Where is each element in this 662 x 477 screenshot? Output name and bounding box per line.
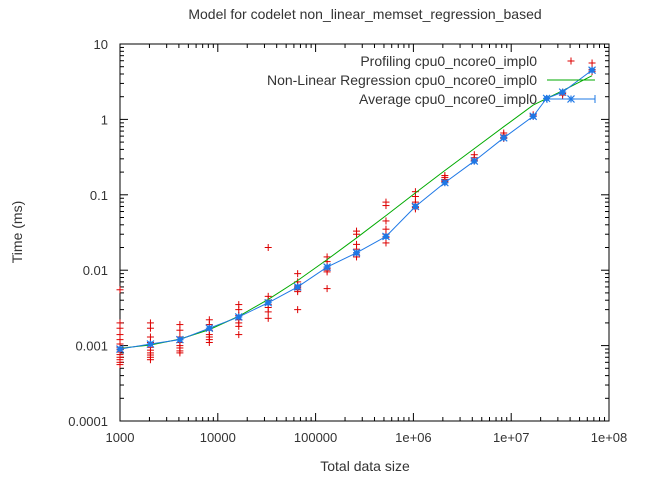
plot-frame <box>119 43 610 422</box>
data-point <box>588 59 596 67</box>
legend-marker <box>567 95 575 103</box>
legend-marker <box>567 57 575 65</box>
average-point <box>529 112 538 121</box>
data-point <box>235 331 243 339</box>
x-tick-label: 1e+06 <box>395 430 432 445</box>
average-point <box>411 202 420 211</box>
data-point <box>146 324 154 332</box>
data-point <box>264 308 272 316</box>
legend-label: Non-Linear Regression cpu0_ncore0_impl0 <box>267 72 537 88</box>
series-line <box>119 75 593 349</box>
average-point <box>499 133 508 142</box>
data-point <box>235 322 243 330</box>
y-tick-label: 10 <box>94 37 108 52</box>
data-point <box>264 314 272 322</box>
data-point <box>382 202 390 210</box>
x-tick-label: 1e+07 <box>493 430 530 445</box>
data-point <box>294 306 302 314</box>
average-point <box>146 340 155 348</box>
data-point <box>235 306 243 314</box>
x-tick-label: 100000 <box>294 430 337 445</box>
data-point <box>116 361 124 369</box>
y-tick-label: 1 <box>101 112 108 127</box>
y-ticks: 0.0001 0.001 0.01 0.1 1 10 <box>68 37 609 429</box>
data-point <box>294 270 302 278</box>
average-point <box>234 313 243 321</box>
data-point <box>264 244 272 252</box>
y-tick-label: 0.1 <box>90 188 108 203</box>
data-point <box>205 338 213 346</box>
average-point <box>293 283 302 291</box>
data-point <box>116 286 124 294</box>
average-point <box>116 345 124 353</box>
legend-label: Average cpu0_ncore0_impl0 <box>359 91 537 107</box>
average-point <box>382 232 390 241</box>
average-point <box>264 298 273 307</box>
x-tick-label: 1e+08 <box>591 430 628 445</box>
data-point <box>382 217 390 225</box>
x-ticks: 1000 10000 100000 1e+06 1e+07 1e+08 <box>106 44 628 445</box>
average-point <box>323 263 332 272</box>
x-axis-title: Total data size <box>320 458 410 474</box>
data-point <box>382 239 390 247</box>
y-tick-label: 0.0001 <box>68 414 108 429</box>
average-point <box>352 248 361 257</box>
x-tick-label: 10000 <box>200 430 236 445</box>
y-tick-label: 0.001 <box>75 339 108 354</box>
average-point <box>558 88 567 97</box>
data-point <box>353 230 361 238</box>
average-point <box>440 178 449 187</box>
data-point <box>176 326 184 334</box>
series-1 <box>119 75 593 349</box>
chart-title: Model for codelet non_linear_memset_regr… <box>188 6 541 22</box>
average-point <box>588 66 596 75</box>
y-axis-title: Time (ms) <box>9 201 25 263</box>
x-tick-label: 1000 <box>106 430 135 445</box>
legend: Profiling cpu0_ncore0_impl0 Non-Linear Re… <box>267 53 596 107</box>
data-point <box>176 349 184 357</box>
y-tick-label: 0.01 <box>83 263 108 278</box>
series-2 <box>116 66 596 353</box>
data-point <box>116 324 124 332</box>
data-point <box>146 356 154 364</box>
average-point <box>175 335 184 344</box>
average-point <box>470 157 479 166</box>
average-point <box>205 324 214 333</box>
series-line <box>119 69 593 350</box>
data-point <box>323 285 331 293</box>
legend-label: Profiling cpu0_ncore0_impl0 <box>360 53 537 69</box>
